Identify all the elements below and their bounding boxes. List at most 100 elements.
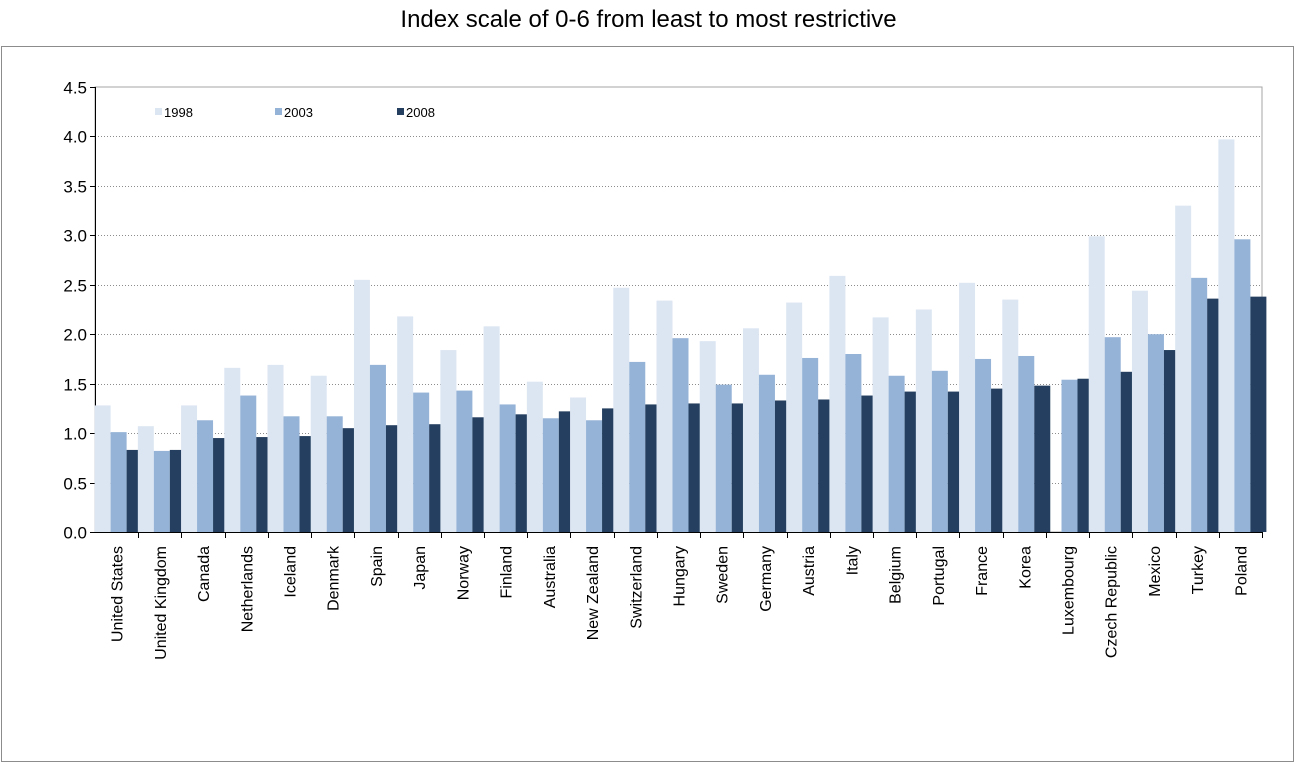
bar-1998-denmark — [310, 375, 327, 532]
bar-1998-finland — [483, 326, 500, 532]
bar-2003-finland — [499, 404, 516, 532]
y-tick-label: 2.5 — [63, 277, 87, 296]
category-label: Norway — [455, 546, 472, 600]
category-label: United States — [110, 546, 127, 642]
bar-2003-new-zealand — [586, 420, 603, 532]
category-label: Korea — [1017, 546, 1034, 589]
category-label: Germany — [758, 546, 775, 612]
category-label: Spain — [369, 546, 386, 587]
bar-1998-italy — [829, 275, 846, 532]
legend-label: 1998 — [164, 105, 193, 120]
bar-1998-sweden — [699, 341, 716, 532]
category-label: Italy — [844, 546, 861, 575]
y-tick-label: 1.5 — [63, 376, 87, 395]
bar-1998-australia — [526, 381, 543, 532]
bar-2003-hungary — [672, 338, 689, 532]
y-tick-label: 3.0 — [63, 227, 87, 246]
category-label: Poland — [1233, 546, 1250, 596]
bar-1998-switzerland — [613, 287, 630, 532]
bar-2003-united-states — [110, 432, 127, 532]
category-label: Australia — [542, 546, 559, 608]
bar-1998-portugal — [915, 309, 932, 532]
legend-swatch — [397, 108, 404, 115]
bar-1998-united-kingdom — [137, 426, 154, 532]
bar-2003-denmark — [326, 416, 343, 532]
bar-2003-czech-republic — [1104, 337, 1121, 532]
chart-title: Index scale of 0-6 from least to most re… — [400, 6, 897, 33]
bar-2003-turkey — [1191, 277, 1208, 532]
bar-1998-united-states — [94, 405, 111, 532]
bar-1998-belgium — [872, 317, 889, 532]
bar-1998-poland — [1218, 139, 1235, 532]
category-label: Canada — [196, 546, 213, 602]
y-tick-label: 1.0 — [63, 425, 87, 444]
bar-2003-united-kingdom — [153, 450, 170, 532]
bar-2003-australia — [542, 418, 559, 532]
legend-swatch — [155, 108, 162, 115]
category-label: New Zealand — [585, 546, 602, 640]
category-label: Austria — [801, 546, 818, 596]
category-label: Portugal — [931, 546, 948, 606]
bar-1998-austria — [786, 302, 803, 532]
category-label: Luxembourg — [1061, 546, 1078, 635]
bar-1998-czech-republic — [1088, 236, 1105, 533]
category-label: Mexico — [1147, 546, 1164, 597]
category-label: Belgium — [888, 546, 905, 604]
bar-2003-germany — [758, 374, 775, 532]
bar-2003-switzerland — [629, 361, 646, 532]
legend-label: 2003 — [284, 105, 313, 120]
category-label: United Kingdom — [153, 546, 170, 660]
legend-swatch — [275, 108, 282, 115]
bar-2003-norway — [456, 390, 473, 532]
y-tick-label: 4.5 — [63, 79, 87, 98]
bar-2003-italy — [845, 354, 862, 532]
bar-2003-mexico — [1147, 334, 1164, 532]
bar-1998-france — [959, 282, 976, 532]
y-tick-label: 0.0 — [63, 524, 87, 543]
bar-1998-mexico — [1131, 290, 1148, 532]
category-label: France — [974, 546, 991, 596]
category-label: Czech Republic — [1104, 546, 1121, 658]
bar-1998-korea — [1002, 299, 1019, 532]
bar-2003-iceland — [283, 416, 300, 532]
bar-2008-poland — [1250, 296, 1267, 532]
category-label: Sweden — [715, 546, 732, 604]
bar-2003-belgium — [888, 375, 905, 532]
bar-1998-hungary — [656, 300, 673, 532]
bar-2003-poland — [1234, 239, 1251, 533]
chart-frame — [1, 46, 1294, 762]
bar-2003-korea — [1018, 355, 1035, 532]
category-label: Netherlands — [239, 546, 256, 632]
bar-2008-korea — [1034, 385, 1051, 532]
bar-2003-canada — [197, 420, 214, 532]
bar-2003-france — [975, 358, 992, 532]
category-label: Switzerland — [628, 546, 645, 629]
category-label: Iceland — [283, 546, 300, 598]
category-label: Finland — [499, 546, 516, 598]
bar-2003-portugal — [931, 370, 948, 532]
bar-2003-austria — [802, 357, 819, 532]
category-label: Hungary — [672, 546, 689, 606]
bar-2003-luxembourg — [1061, 379, 1078, 532]
bar-1998-spain — [353, 279, 370, 532]
y-tick-label: 3.5 — [63, 178, 87, 197]
y-tick-label: 2.0 — [63, 326, 87, 345]
bar-2003-japan — [413, 392, 430, 532]
bar-1998-canada — [181, 405, 198, 532]
y-tick-label: 0.5 — [63, 475, 87, 494]
y-tick-label: 4.0 — [63, 128, 87, 147]
bar-1998-netherlands — [224, 367, 241, 532]
category-label: Turkey — [1190, 546, 1207, 594]
bar-1998-germany — [742, 328, 759, 532]
bar-1998-japan — [397, 316, 414, 532]
bar-2003-sweden — [715, 384, 732, 532]
bar-1998-new-zealand — [570, 397, 587, 532]
category-label: Japan — [412, 546, 429, 590]
bar-1998-norway — [440, 350, 457, 532]
category-label: Denmark — [326, 545, 343, 611]
bar-1998-iceland — [267, 364, 284, 532]
bar-2003-spain — [369, 364, 386, 532]
bar-1998-turkey — [1175, 205, 1192, 532]
legend-label: 2008 — [406, 105, 435, 120]
